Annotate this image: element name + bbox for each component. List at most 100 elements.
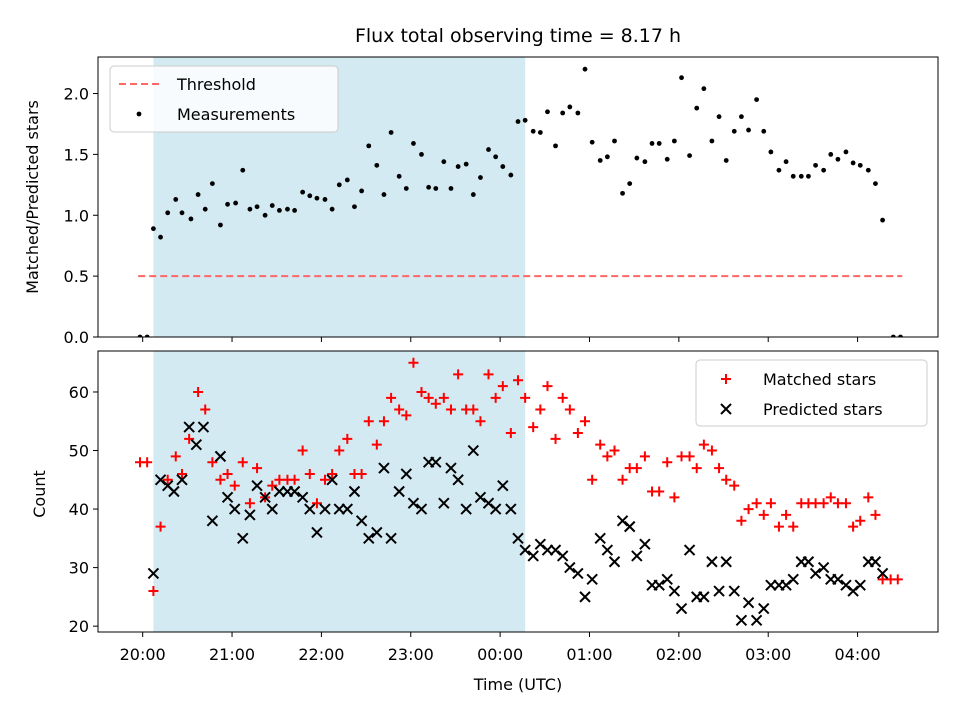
- matched-stars-point: [505, 427, 516, 438]
- matched-stars-point: [490, 392, 501, 403]
- measurement-point: [522, 117, 528, 123]
- matched-stars-point: [595, 439, 606, 450]
- measurement-point: [344, 177, 350, 183]
- matched-stars-point: [267, 480, 278, 491]
- x-axis-label: Time (UTC): [473, 675, 562, 694]
- matched-stars-point: [170, 451, 181, 462]
- matched-stars-point: [863, 492, 874, 503]
- predicted-stars-point: [750, 614, 763, 626]
- measurement-point: [202, 206, 208, 212]
- matched-stars-point: [758, 509, 769, 520]
- matched-stars-point: [751, 498, 762, 509]
- matched-stars-point: [855, 515, 866, 526]
- matched-stars-point: [148, 586, 159, 597]
- measurement-point: [604, 154, 610, 160]
- measurement-point: [761, 128, 767, 134]
- measurement-point: [403, 186, 409, 191]
- count-y-tick-label: 40: [69, 500, 89, 519]
- measurement-point: [873, 181, 878, 187]
- predicted-stars-point: [214, 450, 227, 463]
- predicted-stars-point: [407, 497, 420, 509]
- predicted-stars-point: [438, 497, 450, 509]
- measurement-point: [783, 159, 789, 165]
- measurement-point: [486, 147, 491, 152]
- ratio-y-tick-label: 1.5: [64, 145, 89, 164]
- matched-stars-point: [483, 369, 494, 380]
- count-y-tick-label: 60: [69, 383, 89, 402]
- matched-stars-point: [193, 386, 204, 397]
- matched-stars-point: [870, 509, 881, 520]
- predicted-stars-point: [311, 526, 323, 539]
- predicted-stars-point: [266, 503, 278, 515]
- predicted-stars-point: [452, 474, 464, 486]
- predicted-stars-point: [341, 503, 354, 515]
- matched-stars-point: [743, 504, 754, 515]
- count-y-tick-label: 50: [69, 442, 89, 461]
- predicted-stars-point: [608, 556, 621, 568]
- matched-stars-legend-label: Matched stars: [763, 370, 876, 389]
- matched-stars-point: [557, 392, 568, 403]
- measurement-point: [448, 186, 454, 191]
- measurement-point: [835, 156, 841, 162]
- measurement-point: [165, 210, 171, 216]
- measurement-point: [898, 334, 903, 337]
- measurement-point: [209, 181, 215, 187]
- matched-stars-point: [453, 369, 464, 380]
- measurement-point: [671, 138, 677, 144]
- measurement-point: [493, 154, 499, 160]
- ratio-panel: 0.0 0.5 1.0 1.5 2.0 Threshold Measurements Mat…: [23, 56, 939, 347]
- predicted-stars-point: [809, 567, 822, 580]
- matched-stars-point: [378, 416, 389, 427]
- predicted-stars-point: [229, 503, 241, 515]
- matched-stars-point: [892, 574, 903, 585]
- ratio-axes-frame: [97, 56, 939, 338]
- predicted-stars-point: [467, 444, 480, 457]
- measurement-point: [254, 204, 260, 210]
- matched-stars-point: [550, 433, 561, 444]
- matched-stars-point: [445, 404, 456, 415]
- matched-stars-point: [825, 492, 836, 503]
- count-axes-frame: [97, 350, 939, 633]
- matched-stars-point: [244, 498, 255, 509]
- measurement-point: [843, 149, 849, 155]
- measurement-point: [589, 139, 595, 145]
- predicted-stars-point: [735, 614, 748, 626]
- ratio-y-tick-label: 2.0: [64, 85, 89, 104]
- measurement-point: [240, 167, 246, 173]
- matched-stars-point: [401, 410, 412, 421]
- predicted-stars-point: [869, 556, 882, 568]
- matched-stars-point: [416, 386, 427, 397]
- predicted-stars-point: [221, 491, 234, 504]
- predicted-stars-point: [319, 503, 331, 515]
- matched-stars-point: [818, 498, 829, 509]
- measurement-point: [828, 151, 834, 157]
- matched-stars-point: [162, 474, 173, 485]
- predicted-stars-point: [564, 561, 576, 574]
- count-y-axis-label: Count: [30, 470, 49, 518]
- measurement-point: [890, 334, 896, 337]
- ratio-legend: Threshold Measurements: [109, 65, 339, 133]
- matched-stars-point: [311, 498, 322, 509]
- matched-stars-point: [520, 392, 531, 403]
- measurement-point: [754, 97, 759, 103]
- measurements-legend-swatch: [136, 111, 142, 117]
- predicted-stars-point: [675, 602, 688, 615]
- predicted-stars-point: [176, 474, 188, 486]
- matched-stars-point: [639, 451, 650, 462]
- x-tick-label: 04:00: [835, 645, 881, 664]
- measurement-point: [195, 192, 201, 197]
- measurements-legend-label: Measurements: [177, 105, 295, 124]
- matched-stars-point: [721, 474, 732, 485]
- measurement-point: [173, 197, 179, 202]
- measurement-point: [292, 207, 297, 213]
- matched-stars-point: [142, 457, 153, 468]
- matched-stars-point: [200, 404, 211, 415]
- ratio-legend-box: [109, 65, 339, 133]
- matched-stars-point: [386, 392, 397, 403]
- measurement-point: [262, 212, 268, 218]
- predicted-stars-point: [296, 491, 309, 504]
- measurement-point: [419, 151, 424, 157]
- matched-stars-point: [319, 474, 330, 485]
- predicted-stars-point: [505, 503, 517, 515]
- measurement-point: [137, 334, 143, 337]
